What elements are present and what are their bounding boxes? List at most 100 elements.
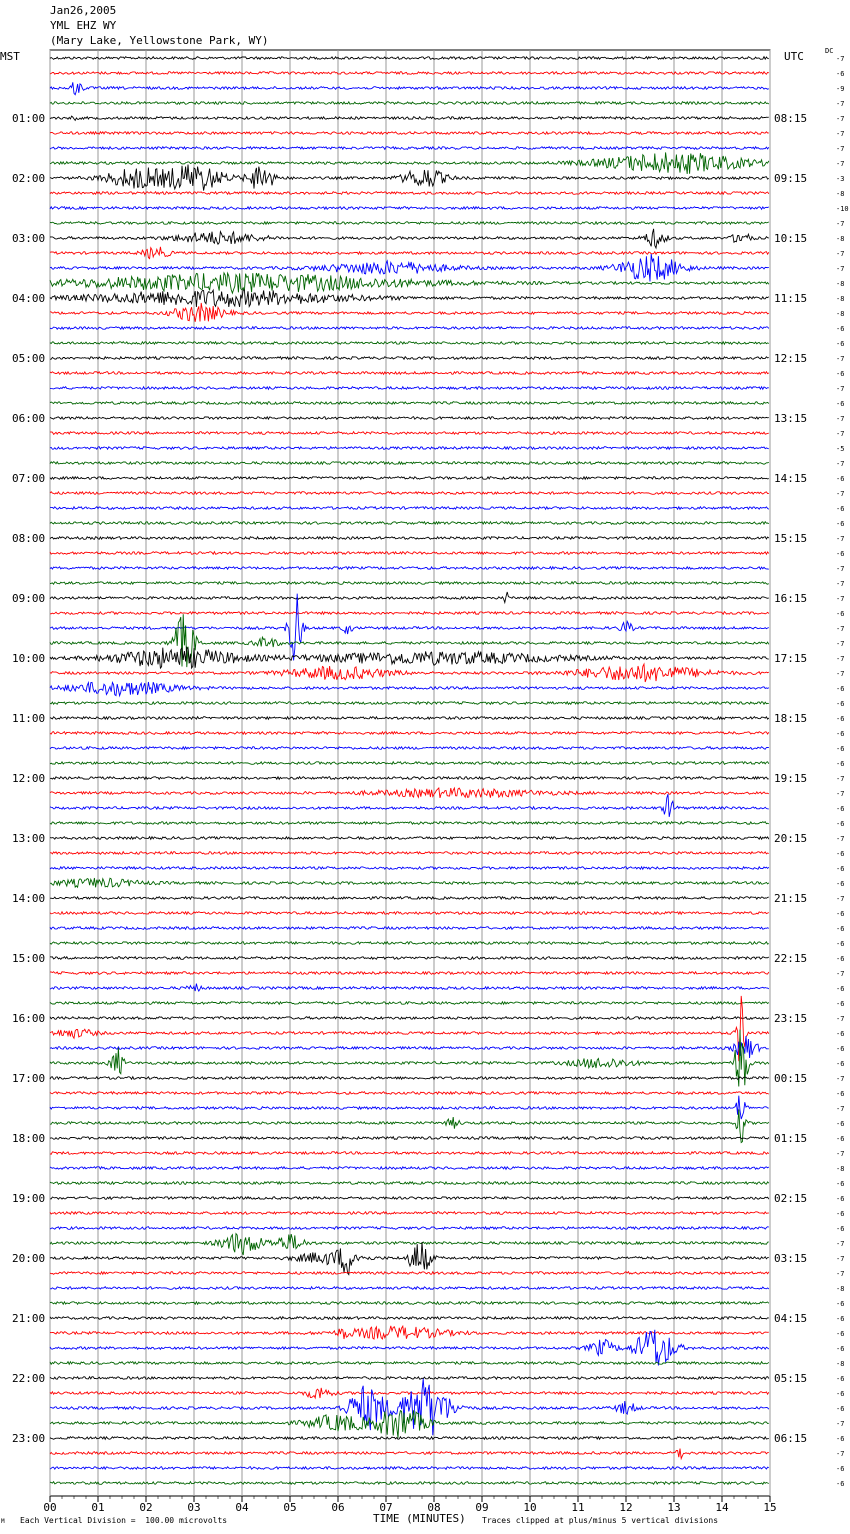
trace-line xyxy=(49,82,769,96)
dc-offset-label: -6 xyxy=(836,700,844,708)
dc-offset-label: -6 xyxy=(836,550,844,558)
dc-label: DC xyxy=(825,47,834,55)
trace-line xyxy=(49,340,770,346)
dc-offset-label: -7 xyxy=(836,385,844,393)
dc-offset-label: -8 xyxy=(836,1360,844,1368)
right-time-label: 22:15 xyxy=(774,952,807,965)
trace-line xyxy=(49,190,770,196)
dc-offset-label: -6 xyxy=(836,370,844,378)
trace-line xyxy=(49,460,769,466)
right-time-label: 08:15 xyxy=(774,112,807,125)
trace-line xyxy=(49,220,770,226)
dc-offset-label: -6 xyxy=(836,805,844,813)
dc-offset-label: -7 xyxy=(836,160,844,168)
dc-offset-label: -6 xyxy=(836,715,844,723)
trace-line xyxy=(49,400,770,406)
left-time-label: 12:00 xyxy=(12,772,45,785)
dc-offset-label: -7 xyxy=(836,655,844,663)
trace-line xyxy=(49,271,770,295)
left-time-label: 11:00 xyxy=(12,712,45,725)
trace-line xyxy=(49,1165,770,1171)
dc-offset-label: -7 xyxy=(836,430,844,438)
left-time-label: 17:00 xyxy=(12,1072,45,1085)
dc-offset-label: -7 xyxy=(836,130,844,138)
dc-offset-label: -6 xyxy=(836,505,844,513)
x-tick-label: 00 xyxy=(43,1501,56,1514)
dc-offset-label: -7 xyxy=(836,490,844,498)
dc-offset-label: -7 xyxy=(836,115,844,123)
dc-offset-label: -6 xyxy=(836,1225,844,1233)
left-time-label: 01:00 xyxy=(12,112,45,125)
left-time-label: 07:00 xyxy=(12,472,45,485)
left-time-label: 19:00 xyxy=(12,1192,45,1205)
left-time-label: 20:00 xyxy=(12,1252,45,1265)
dc-offset-label: -7 xyxy=(836,55,844,63)
left-time-label: 23:00 xyxy=(12,1432,45,1445)
dc-offset-label: -9 xyxy=(836,85,844,93)
trace-line xyxy=(49,1410,769,1438)
trace-line xyxy=(49,490,769,496)
dc-offset-label: -7 xyxy=(836,1150,844,1158)
left-time-label: 18:00 xyxy=(12,1132,45,1145)
trace-line xyxy=(49,1465,769,1471)
trace-line xyxy=(49,1324,769,1340)
trace-line xyxy=(49,205,770,211)
left-time-label: 05:00 xyxy=(12,352,45,365)
trace-line xyxy=(49,680,770,698)
trace-line xyxy=(49,1360,770,1366)
dc-offset-label: -7 xyxy=(836,250,844,258)
dc-offset-label: -6 xyxy=(836,880,844,888)
trace-line xyxy=(49,550,770,556)
dc-offset-label: -6 xyxy=(836,1300,844,1308)
dc-offset-label: -6 xyxy=(836,1180,844,1188)
dc-offset-label: -6 xyxy=(836,1465,844,1473)
trace-line xyxy=(49,1095,769,1120)
x-axis-title: TIME (MINUTES) xyxy=(373,1512,466,1525)
dc-offset-label: -6 xyxy=(836,1060,844,1068)
dc-offset-label: -6 xyxy=(836,1435,844,1443)
dc-offset-label: -8 xyxy=(836,295,844,303)
trace-line xyxy=(49,1329,770,1366)
dc-offset-label: -7 xyxy=(836,835,844,843)
dc-offset-label: -8 xyxy=(836,310,844,318)
trace-line xyxy=(49,70,769,76)
dc-offset-label: -6 xyxy=(836,760,844,768)
trace-line xyxy=(49,910,770,916)
trace-line xyxy=(49,228,769,250)
trace-line xyxy=(49,1035,769,1059)
trace-line xyxy=(49,940,770,946)
trace-line xyxy=(49,983,770,993)
trace-line xyxy=(49,646,769,670)
dc-offset-label: -8 xyxy=(836,280,844,288)
trace-line xyxy=(50,355,769,361)
dc-offset-label: -3 xyxy=(836,175,844,183)
trace-line xyxy=(49,385,769,391)
dc-offset-label: -7 xyxy=(836,535,844,543)
x-tick-label: 05 xyxy=(283,1501,296,1514)
trace-line xyxy=(49,970,770,976)
left-time-label: 14:00 xyxy=(12,892,45,905)
trace-line xyxy=(49,1448,769,1461)
trace-line xyxy=(49,1029,770,1087)
trace-line xyxy=(49,152,770,174)
right-time-label: 13:15 xyxy=(774,412,807,425)
x-tick-label: 07 xyxy=(379,1501,392,1514)
trace-line xyxy=(49,1241,769,1276)
trace-line xyxy=(49,745,769,751)
dc-offset-label: -6 xyxy=(836,910,844,918)
trace-line xyxy=(49,1378,770,1436)
dc-offset-label: -7 xyxy=(836,265,844,273)
right-time-label: 05:15 xyxy=(774,1372,807,1385)
trace-line xyxy=(49,302,770,322)
dc-offset-label: -6 xyxy=(836,520,844,528)
trace-line xyxy=(49,1135,770,1141)
corner-mark: M xyxy=(1,1518,5,1525)
right-time-label: 02:15 xyxy=(774,1192,807,1205)
dc-offset-label: -7 xyxy=(836,595,844,603)
trace-line xyxy=(49,850,769,856)
left-axis-title: MST xyxy=(0,50,20,63)
trace-line xyxy=(49,955,770,961)
dc-offset-label: -6 xyxy=(836,940,844,948)
dc-offset-label: -6 xyxy=(836,745,844,753)
trace-line xyxy=(49,715,770,721)
